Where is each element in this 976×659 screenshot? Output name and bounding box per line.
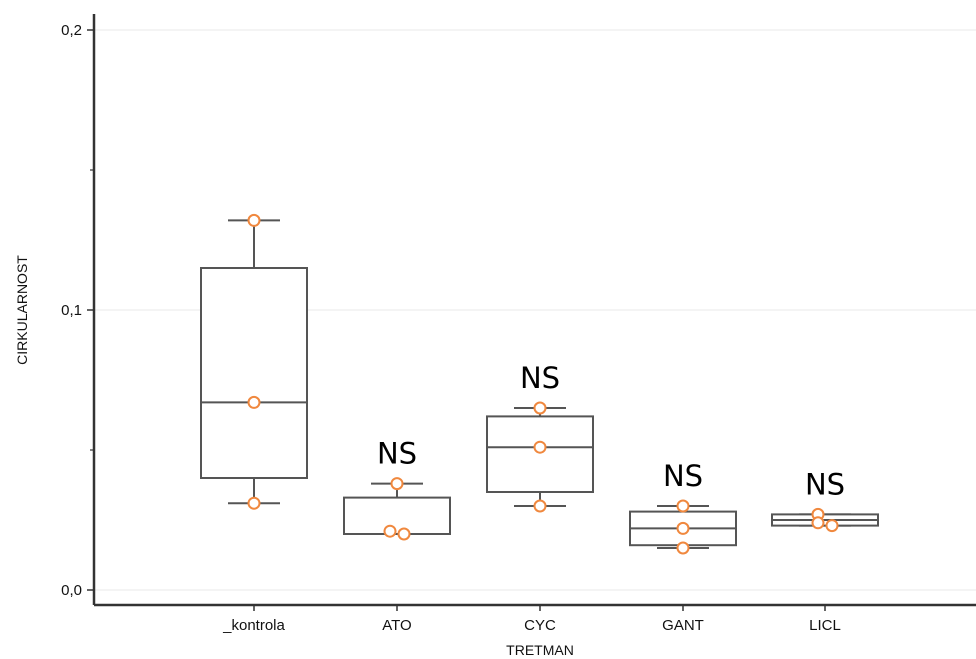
significance-label: NS xyxy=(377,437,417,471)
box-3 xyxy=(629,499,737,555)
box-iqr xyxy=(486,415,594,493)
data-point xyxy=(533,499,547,513)
box-0 xyxy=(200,213,308,510)
annotations: NS NS NS NS xyxy=(377,361,845,501)
x-tick-label: _kontrola xyxy=(222,617,285,634)
data-point xyxy=(397,527,411,541)
boxes xyxy=(200,213,879,555)
data-point xyxy=(533,401,547,415)
x-tick-label: GANT xyxy=(662,617,704,634)
data-point xyxy=(390,477,404,491)
data-point xyxy=(247,213,261,227)
data-point xyxy=(825,519,839,533)
x-tick-label: CYC xyxy=(524,617,556,634)
significance-label: NS xyxy=(520,361,560,395)
x-tick-label: LICL xyxy=(809,617,841,634)
y-tick-label: 0,1 xyxy=(61,302,82,319)
box-1 xyxy=(343,477,451,541)
y-axis-title: CIRKULARNOST xyxy=(14,255,30,365)
box-iqr xyxy=(343,496,451,536)
box-4 xyxy=(771,507,879,533)
box-2 xyxy=(486,401,594,513)
y-tick-label: 0,2 xyxy=(61,22,82,39)
x-ticks: _kontrola ATO CYC GANT LICL xyxy=(222,605,841,634)
data-point xyxy=(676,541,690,555)
data-point xyxy=(676,499,690,513)
significance-label: NS xyxy=(663,459,703,493)
data-point xyxy=(533,440,547,454)
box-iqr xyxy=(200,267,308,479)
data-point xyxy=(383,524,397,538)
y-ticks: 0,0 0,1 0,2 xyxy=(61,22,94,599)
y-tick-label: 0,0 xyxy=(61,582,82,599)
data-point xyxy=(247,395,261,409)
data-point xyxy=(676,521,690,535)
data-point xyxy=(247,496,261,510)
x-axis-title: TRETMAN xyxy=(506,642,574,658)
data-point xyxy=(811,516,825,530)
significance-label: NS xyxy=(805,467,845,501)
x-tick-label: ATO xyxy=(382,617,411,634)
